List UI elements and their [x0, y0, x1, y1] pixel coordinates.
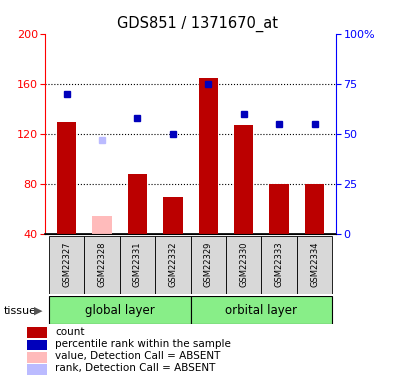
Bar	[234, 125, 254, 234]
Text: GDS851 / 1371670_at: GDS851 / 1371670_at	[117, 16, 278, 33]
Bar	[269, 184, 289, 234]
Bar	[120, 236, 155, 294]
Text: GSM22333: GSM22333	[275, 242, 284, 287]
Bar	[27, 327, 47, 338]
Bar	[85, 236, 120, 294]
Bar	[199, 78, 218, 234]
Bar	[27, 340, 47, 350]
Bar	[191, 296, 332, 324]
Text: GSM22334: GSM22334	[310, 242, 319, 287]
Text: tissue: tissue	[4, 306, 37, 315]
Bar	[163, 197, 182, 234]
Text: GSM22331: GSM22331	[133, 242, 142, 287]
Text: percentile rank within the sample: percentile rank within the sample	[55, 339, 231, 349]
Text: rank, Detection Call = ABSENT: rank, Detection Call = ABSENT	[55, 363, 215, 374]
Bar	[49, 236, 85, 294]
Text: GSM22327: GSM22327	[62, 242, 71, 287]
Text: GSM22329: GSM22329	[204, 242, 213, 287]
Text: GSM22328: GSM22328	[98, 242, 107, 287]
Text: global layer: global layer	[85, 304, 155, 317]
Bar	[27, 364, 47, 375]
Text: orbital layer: orbital layer	[226, 304, 297, 317]
Text: ▶: ▶	[34, 306, 42, 315]
Bar	[297, 236, 332, 294]
Bar	[49, 296, 191, 324]
Bar	[27, 352, 47, 363]
Bar	[305, 184, 324, 234]
Bar	[92, 216, 112, 234]
Bar	[128, 174, 147, 234]
Bar	[191, 236, 226, 294]
Bar	[155, 236, 191, 294]
Bar	[261, 236, 297, 294]
Bar	[57, 122, 76, 234]
Text: GSM22330: GSM22330	[239, 242, 248, 287]
Text: count: count	[55, 327, 85, 337]
Text: GSM22332: GSM22332	[168, 242, 177, 287]
Text: value, Detection Call = ABSENT: value, Detection Call = ABSENT	[55, 351, 220, 361]
Bar	[226, 236, 261, 294]
